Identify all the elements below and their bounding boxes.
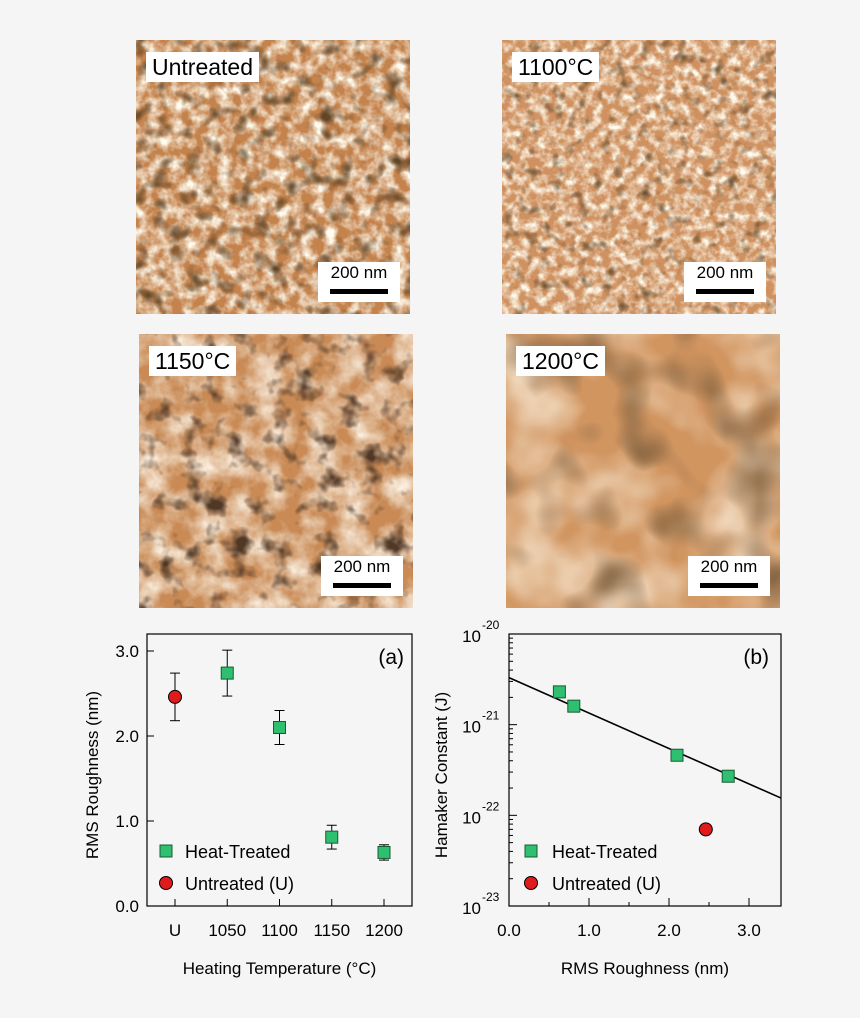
data-point: [721, 769, 735, 783]
y-tick-label-base: 10: [462, 899, 481, 918]
x-axis-label: Heating Temperature (°C): [183, 959, 377, 978]
x-tick-label: 0.0: [497, 921, 521, 940]
legend-marker: [159, 844, 173, 858]
afm-image-1100c: 1100°C 200 nm: [502, 40, 776, 314]
data-point: [698, 822, 713, 837]
data-point: [325, 830, 339, 844]
data-point: [670, 748, 684, 762]
scale-bar-label: 200 nm: [700, 557, 758, 576]
legend-label: Heat-Treated: [185, 842, 290, 862]
scale-bar-line: [696, 289, 754, 294]
panel-label: (a): [378, 646, 404, 669]
data-point: [567, 699, 581, 713]
afm-texture: [506, 334, 780, 608]
scale-bar: 200 nm: [321, 556, 403, 596]
afm-image-1150c: 1150°C 200 nm: [139, 334, 413, 608]
plot-frame: [508, 633, 782, 907]
x-axis-label: RMS Roughness (nm): [561, 959, 729, 978]
y-axis-label: Hamaker Constant (J): [432, 692, 451, 858]
y-tick-label-base: 10: [462, 808, 481, 827]
afm-image-untreated: Untreated 200 nm: [136, 40, 410, 314]
legend-marker: [159, 876, 173, 890]
x-tick-label: U: [169, 921, 181, 940]
x-tick-label: 1100: [261, 921, 298, 940]
scale-bar: 200 nm: [684, 262, 766, 302]
afm-texture: [136, 40, 410, 314]
afm-texture: [502, 40, 776, 314]
data-point: [377, 845, 391, 859]
y-tick-label-exponent: -20: [482, 620, 500, 632]
y-tick-label-exponent: -22: [482, 799, 500, 813]
legend-label: Untreated (U): [552, 874, 661, 894]
panel-label: (b): [743, 646, 769, 669]
x-tick-label: 1200: [365, 921, 403, 940]
afm-label: 1100°C: [512, 52, 600, 82]
y-tick-label-exponent: -21: [482, 709, 500, 723]
afm-image-1200c: 1200°C 200 nm: [506, 334, 780, 608]
legend-marker: [524, 844, 538, 858]
x-tick-label: 1050: [208, 921, 246, 940]
y-tick-label: 2.0: [115, 727, 139, 746]
afm-label: 1150°C: [149, 346, 237, 376]
legend-label: Untreated (U): [185, 874, 294, 894]
y-tick-label-base: 10: [462, 718, 481, 737]
y-tick-label: 0.0: [115, 897, 139, 916]
scale-bar-line: [333, 583, 391, 588]
chart-a-roughness-vs-temperature: 0.0 1.0 2.0 3.0 U 1050 1100 1150 1200 Heating Tem…: [83, 633, 413, 978]
x-tick-label: 3.0: [737, 921, 761, 940]
x-tick-label: 2.0: [657, 921, 681, 940]
data-point: [552, 685, 566, 699]
scale-bar-label: 200 nm: [330, 263, 388, 282]
y-tick-label: 3.0: [115, 642, 139, 661]
scale-bar-label: 200 nm: [696, 263, 754, 282]
scale-bar-line: [330, 289, 388, 294]
afm-label: Untreated: [146, 52, 260, 82]
afm-texture: [139, 334, 413, 608]
data-point: [273, 721, 286, 734]
y-axis-label: RMS Roughness (nm): [83, 691, 102, 859]
scale-bar: 200 nm: [318, 262, 400, 302]
legend-label: Heat-Treated: [552, 842, 657, 862]
afm-label: 1200°C: [516, 346, 605, 376]
data-point: [168, 689, 182, 704]
scale-bar: 200 nm: [688, 556, 770, 596]
plot-frame: [146, 633, 413, 907]
y-tick-label-base: 10: [462, 627, 481, 646]
fit-line: [508, 676, 782, 799]
y-tick-label: 1.0: [115, 812, 139, 831]
x-tick-label: 1150: [313, 921, 350, 940]
x-tick-label: 1.0: [577, 921, 601, 940]
data-point: [220, 666, 234, 680]
scale-bar-label: 200 nm: [333, 557, 391, 576]
legend-marker: [524, 876, 538, 890]
y-tick-label-exponent: -23: [482, 890, 500, 904]
scale-bar-line: [700, 583, 758, 588]
